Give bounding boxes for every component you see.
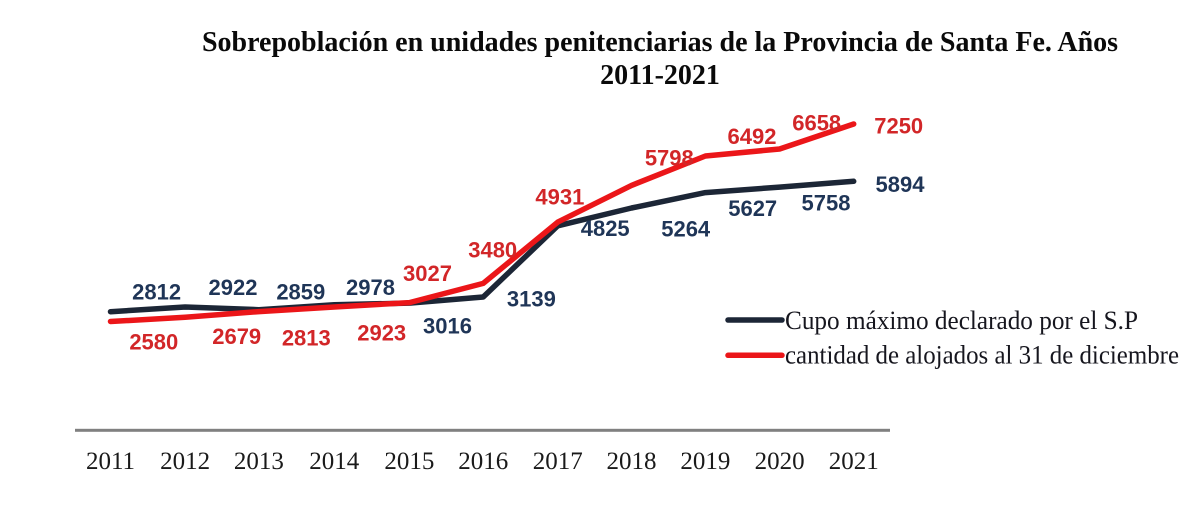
svg-text:Sobrepoblación en unidades pen: Sobrepoblación en unidades penitenciaria… — [202, 27, 1118, 58]
svg-text:4931: 4931 — [535, 184, 584, 209]
svg-text:2011: 2011 — [86, 448, 135, 475]
svg-text:2012: 2012 — [160, 448, 210, 475]
svg-text:3016: 3016 — [423, 313, 472, 338]
svg-text:2018: 2018 — [607, 448, 657, 475]
svg-text:2978: 2978 — [346, 275, 395, 300]
svg-text:4825: 4825 — [581, 216, 630, 241]
svg-text:2011-2021: 2011-2021 — [600, 60, 720, 91]
svg-text:2859: 2859 — [276, 280, 325, 305]
svg-text:2679: 2679 — [212, 324, 261, 349]
svg-text:2812: 2812 — [132, 280, 181, 305]
svg-text:2923: 2923 — [357, 321, 406, 346]
svg-text:2013: 2013 — [234, 448, 284, 475]
svg-text:2014: 2014 — [309, 448, 360, 475]
svg-text:2580: 2580 — [129, 330, 178, 355]
svg-text:5264: 5264 — [661, 216, 711, 241]
svg-text:Cupo máximo declarado por el S: Cupo máximo declarado por el S.P — [785, 306, 1138, 335]
svg-text:2015: 2015 — [384, 448, 434, 475]
svg-text:5758: 5758 — [802, 191, 851, 216]
svg-text:2813: 2813 — [282, 326, 331, 351]
svg-text:2019: 2019 — [680, 448, 730, 475]
svg-text:2020: 2020 — [755, 448, 805, 475]
svg-text:6492: 6492 — [728, 124, 777, 149]
svg-text:5894: 5894 — [876, 172, 926, 197]
svg-text:7250: 7250 — [874, 113, 923, 138]
svg-text:2016: 2016 — [458, 448, 508, 475]
svg-text:5798: 5798 — [645, 145, 694, 170]
svg-text:3480: 3480 — [468, 237, 517, 262]
svg-text:3027: 3027 — [403, 261, 452, 286]
svg-text:5627: 5627 — [728, 196, 777, 221]
svg-text:3139: 3139 — [507, 287, 556, 312]
svg-text:2021: 2021 — [829, 448, 879, 475]
svg-text:cantidad de alojados al 31 de: cantidad de alojados al 31 de diciembre — [785, 340, 1179, 369]
svg-text:2922: 2922 — [209, 275, 258, 300]
svg-text:2017: 2017 — [533, 448, 583, 475]
svg-text:6658: 6658 — [792, 111, 841, 136]
